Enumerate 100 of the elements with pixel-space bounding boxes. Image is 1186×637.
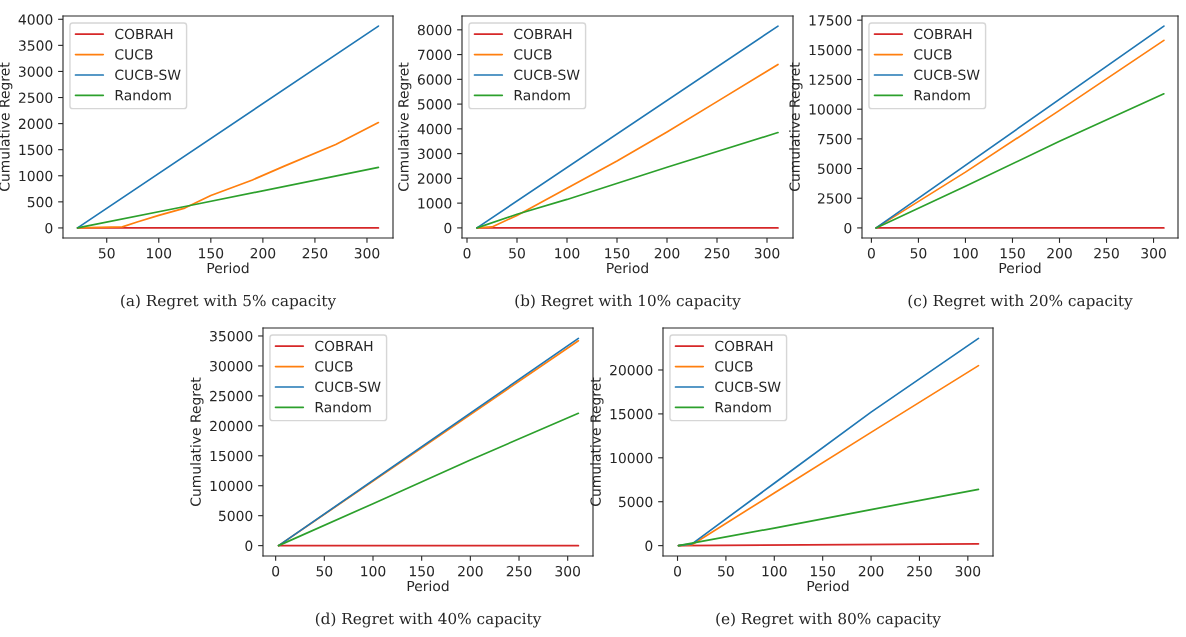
legend-label: COBRAH [715, 340, 773, 352]
line-series [476, 131, 779, 229]
y-tick-label: 5000 [219, 510, 253, 522]
y-tick-label: 20000 [210, 420, 253, 432]
y-tick-label: 500 [27, 196, 53, 208]
x-tick-label: 50 [509, 247, 525, 259]
y-tick-label: 2000 [417, 173, 452, 184]
x-tick-label: 200 [1047, 247, 1072, 259]
x-axis-title: Period [999, 262, 1041, 274]
y-tick-label: 15000 [809, 44, 852, 56]
y-tick-label: 0 [45, 222, 53, 234]
y-tick-label: 8000 [417, 24, 452, 36]
x-tick-label: 200 [250, 247, 276, 259]
x-tick-label: 300 [1141, 247, 1166, 259]
x-axis-title: Period [607, 262, 648, 274]
legend-label: Random [715, 401, 771, 413]
x-tick-label: 50 [910, 247, 927, 259]
y-axis-title: Cumulative Regret [789, 62, 803, 191]
y-tick-label: 3500 [18, 40, 53, 51]
x-tick-label: 300 [354, 247, 380, 259]
x-tick-label: 0 [463, 247, 471, 259]
legend-label: CUCB [315, 361, 353, 372]
y-tick-label: 7500 [818, 133, 852, 145]
x-tick-label: 250 [302, 247, 328, 259]
y-tick-label: 17500 [809, 15, 852, 26]
legend-label: CUCB-SW [914, 69, 980, 81]
legend-label: COBRAH [514, 28, 572, 40]
y-tick-label: 5000 [818, 163, 852, 175]
line-series [677, 488, 980, 547]
x-tick-label: 150 [1000, 247, 1025, 259]
y-tick-label: 2500 [817, 193, 852, 204]
text: (e) Regret with 80% capacity [716, 612, 941, 628]
legend-label: Random [315, 401, 371, 413]
x-tick-label: 50 [98, 247, 115, 259]
x-tick-label: 200 [858, 565, 884, 577]
line-series [277, 412, 580, 547]
x-tick-label: 250 [907, 565, 932, 577]
legend-label: Random [914, 89, 970, 101]
x-tick-label: 250 [506, 565, 532, 577]
x-tick-label: 100 [361, 565, 386, 577]
legend-label: COBRAH [315, 340, 373, 352]
line-series [76, 121, 380, 229]
x-tick-label: 0 [867, 247, 875, 259]
x-tick-label: 150 [409, 565, 434, 577]
legend-label: CUCB [115, 49, 153, 60]
y-tick-label: 25000 [210, 390, 253, 402]
y-tick-label: 3000 [417, 148, 452, 160]
x-tick-label: 150 [810, 565, 836, 577]
x-tick-label: 0 [674, 565, 682, 577]
y-tick-label: 10000 [210, 480, 253, 492]
x-tick-label: 200 [458, 565, 483, 577]
x-tick-label: 300 [754, 247, 780, 259]
x-tick-label: 100 [555, 247, 580, 259]
y-tick-label: 0 [245, 540, 253, 552]
x-tick-label: 250 [1094, 247, 1119, 259]
y-tick-label: 1500 [19, 144, 53, 156]
y-axis-title: Cumulative Regret [590, 377, 604, 506]
y-tick-label: 0 [444, 222, 452, 234]
text: (b) Regret with 10% capacity [515, 294, 741, 310]
y-axis-title: Cumulative Regret [190, 377, 204, 506]
legend-label: CUCB-SW [715, 381, 781, 393]
y-tick-label: 10000 [809, 104, 852, 115]
x-tick-label: 100 [762, 565, 787, 577]
y-tick-label: 4000 [417, 123, 452, 135]
legend-label: CUCB-SW [514, 69, 580, 81]
y-tick-label: 4000 [18, 14, 53, 25]
y-tick-label: 30000 [210, 360, 253, 372]
x-tick-label: 150 [199, 247, 224, 259]
x-tick-label: 200 [654, 247, 680, 259]
x-tick-label: 50 [316, 565, 333, 577]
y-tick-label: 7000 [418, 49, 452, 61]
y-axis-title: Cumulative Regret [397, 62, 412, 191]
legend-label: CUCB [715, 361, 753, 372]
x-tick-label: 300 [555, 565, 581, 577]
y-tick-label: 35000 [210, 330, 253, 342]
x-tick-label: 300 [955, 565, 981, 577]
y-tick-label: 15000 [610, 408, 653, 420]
legend-label: Random [115, 89, 171, 101]
y-tick-label: 1000 [19, 170, 53, 182]
x-axis-title: Period [407, 580, 449, 592]
y-tick-label: 20000 [610, 364, 653, 376]
x-tick-label: 100 [147, 247, 172, 259]
legend-label: CUCB-SW [115, 69, 181, 81]
y-tick-label: 2500 [18, 92, 53, 103]
y-tick-label: 0 [645, 540, 653, 552]
y-tick-label: 2000 [18, 118, 53, 130]
text: (a) Regret with 5% capacity [121, 294, 337, 310]
x-tick-label: 150 [605, 247, 630, 259]
y-tick-label: 1000 [418, 198, 452, 209]
y-tick-label: 15000 [210, 450, 253, 462]
x-axis-title: Period [807, 580, 849, 592]
y-tick-label: 12500 [809, 74, 852, 85]
x-axis-title: Period [207, 262, 249, 274]
legend-label: CUCB [514, 49, 552, 60]
text: (c) Regret with 20% capacity [908, 294, 1133, 310]
legend-label: CUCB [914, 49, 952, 60]
x-tick-label: 250 [704, 247, 730, 259]
y-tick-label: 6000 [417, 74, 452, 85]
x-tick-label: 50 [718, 565, 734, 577]
y-tick-label: 5000 [619, 496, 653, 508]
